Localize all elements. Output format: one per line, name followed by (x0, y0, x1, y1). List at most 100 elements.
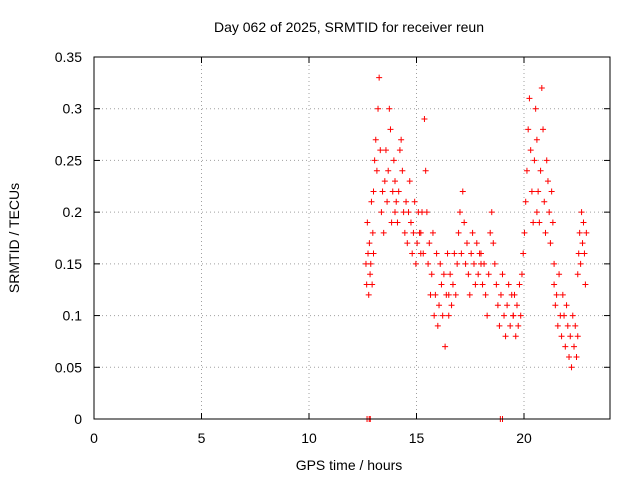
data-point (448, 302, 455, 309)
data-point (562, 343, 569, 350)
data-point (399, 167, 406, 174)
data-point (429, 229, 436, 236)
data-point (414, 240, 421, 247)
data-point (579, 240, 586, 247)
data-point (385, 167, 392, 174)
data-point (468, 250, 475, 257)
data-point (409, 250, 416, 257)
data-point (573, 353, 580, 360)
data-point (389, 188, 396, 195)
data-point (377, 147, 384, 154)
data-point (381, 178, 388, 185)
data-point (518, 271, 525, 278)
data-point (569, 312, 576, 319)
data-point (380, 229, 387, 236)
data-point (494, 302, 501, 309)
data-point (532, 105, 539, 112)
data-point (548, 188, 555, 195)
data-point (442, 343, 449, 350)
x-tick-label: 10 (301, 430, 317, 446)
data-point (375, 105, 382, 112)
data-point (401, 229, 408, 236)
data-point (496, 322, 503, 329)
x-tick-label: 15 (409, 430, 425, 446)
data-point (459, 188, 466, 195)
y-tick-label: 0.2 (63, 204, 83, 220)
data-point (512, 333, 519, 340)
data-point (462, 260, 469, 267)
data-point (365, 250, 372, 257)
data-point (544, 178, 551, 185)
data-point (504, 302, 511, 309)
data-point (523, 167, 530, 174)
data-point (403, 198, 410, 205)
data-point (455, 229, 462, 236)
data-point (364, 219, 371, 226)
data-point (542, 229, 549, 236)
data-point (549, 219, 556, 226)
data-point (522, 198, 529, 205)
data-point (420, 250, 427, 257)
data-point (371, 157, 378, 164)
x-tick-label: 0 (90, 430, 98, 446)
data-point (432, 291, 439, 298)
data-point (463, 240, 470, 247)
data-point (431, 312, 438, 319)
data-point (479, 281, 486, 288)
data-point (458, 250, 465, 257)
data-point (433, 250, 440, 257)
data-point (499, 271, 506, 278)
data-point (567, 333, 574, 340)
data-point (568, 364, 575, 371)
data-point (437, 260, 444, 267)
data-point (469, 229, 476, 236)
data-point (363, 281, 370, 288)
x-tick-label: 5 (198, 430, 206, 446)
data-point (473, 240, 480, 247)
data-point (572, 322, 579, 329)
data-point (574, 271, 581, 278)
data-point (425, 260, 432, 267)
data-point (470, 260, 477, 267)
data-point (540, 126, 547, 133)
x-tick-label: 20 (516, 430, 532, 446)
data-point (481, 260, 488, 267)
y-axis-label: SRMTID / TECUs (6, 183, 22, 293)
data-point (525, 126, 532, 133)
data-point (436, 302, 443, 309)
data-point (559, 291, 566, 298)
data-point (451, 250, 458, 257)
data-point (421, 116, 428, 123)
data-point (434, 322, 441, 329)
data-point (379, 188, 386, 195)
data-point (535, 188, 542, 195)
data-point (368, 198, 375, 205)
data-point (501, 312, 508, 319)
data-point (511, 291, 518, 298)
data-point (561, 312, 568, 319)
data-point (378, 209, 385, 216)
data-point (520, 250, 527, 257)
data-point (366, 240, 373, 247)
data-point (531, 157, 538, 164)
data-point (533, 209, 540, 216)
data-point (515, 322, 522, 329)
y-tick-label: 0.3 (63, 101, 83, 117)
x-axis-label: GPS time / hours (296, 457, 403, 473)
data-point (482, 291, 489, 298)
data-point (490, 240, 497, 247)
data-point (580, 219, 587, 226)
data-point (566, 353, 573, 360)
data-point (478, 250, 484, 257)
y-tick-label: 0.1 (63, 308, 83, 324)
data-point (488, 209, 495, 216)
data-point (533, 136, 540, 143)
y-tick-label: 0 (74, 411, 82, 427)
data-point (574, 333, 581, 340)
data-point (537, 167, 544, 174)
data-point (370, 250, 377, 257)
data-point (369, 281, 376, 288)
data-point (527, 147, 534, 154)
data-point (382, 147, 389, 154)
